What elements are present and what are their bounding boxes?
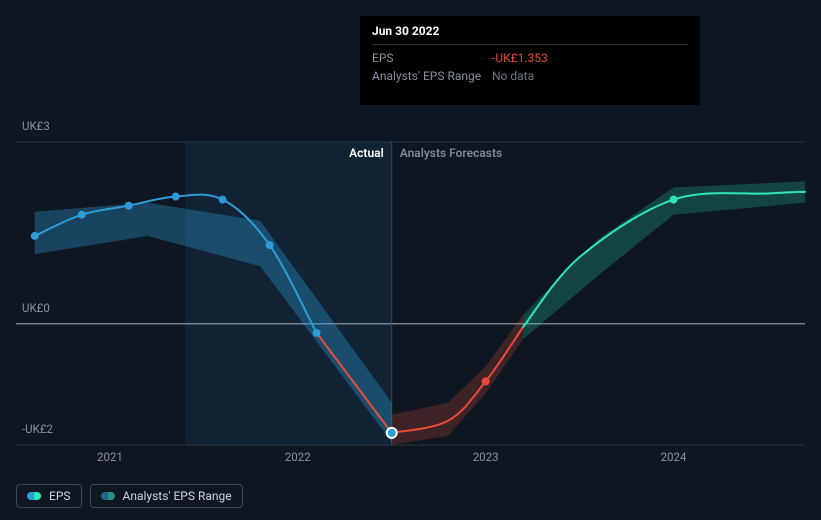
x-axis-label: 2022 xyxy=(285,450,311,464)
x-axis-label: 2021 xyxy=(97,450,123,464)
chart-tooltip: Jun 30 2022 EPS-UK£1.353Analysts' EPS Ra… xyxy=(360,16,700,105)
highlight-point xyxy=(387,428,397,438)
legend-swatch-icon xyxy=(101,492,115,500)
tooltip-label: EPS xyxy=(372,51,492,65)
eps-marker xyxy=(172,193,180,201)
eps-marker xyxy=(313,329,321,337)
legend-swatch-icon xyxy=(27,492,41,500)
eps-chart: UK£3 UK£0 -UK£2 Actual Analysts Forecasts 202… xyxy=(0,0,821,520)
chart-legend: EPS Analysts' EPS Range xyxy=(16,484,243,508)
tooltip-value: -UK£1.353 xyxy=(492,51,688,65)
eps-marker xyxy=(482,377,490,385)
region-label-actual: Actual xyxy=(349,146,384,160)
y-axis-label: UK£0 xyxy=(22,301,50,315)
x-axis-label: 2023 xyxy=(473,450,499,464)
tooltip-value: No data xyxy=(492,69,688,83)
legend-label: Analysts' EPS Range xyxy=(123,489,232,503)
eps-marker xyxy=(31,232,39,240)
eps-marker xyxy=(670,196,678,204)
region-label-forecast: Analysts Forecasts xyxy=(400,146,502,160)
tooltip-row: Analysts' EPS RangeNo data xyxy=(372,67,688,85)
legend-item[interactable]: Analysts' EPS Range xyxy=(90,484,243,508)
tooltip-row: EPS-UK£1.353 xyxy=(372,49,688,67)
eps-marker xyxy=(78,211,86,219)
legend-item[interactable]: EPS xyxy=(16,484,82,508)
legend-label: EPS xyxy=(49,489,71,503)
eps-marker xyxy=(266,241,274,249)
eps-marker xyxy=(219,196,227,204)
y-axis-label: -UK£2 xyxy=(22,422,54,436)
tooltip-label: Analysts' EPS Range xyxy=(372,69,492,83)
x-axis-label: 2024 xyxy=(661,450,687,464)
y-axis-label: UK£3 xyxy=(22,119,50,133)
tooltip-date: Jun 30 2022 xyxy=(372,24,688,45)
eps-marker xyxy=(125,202,133,210)
